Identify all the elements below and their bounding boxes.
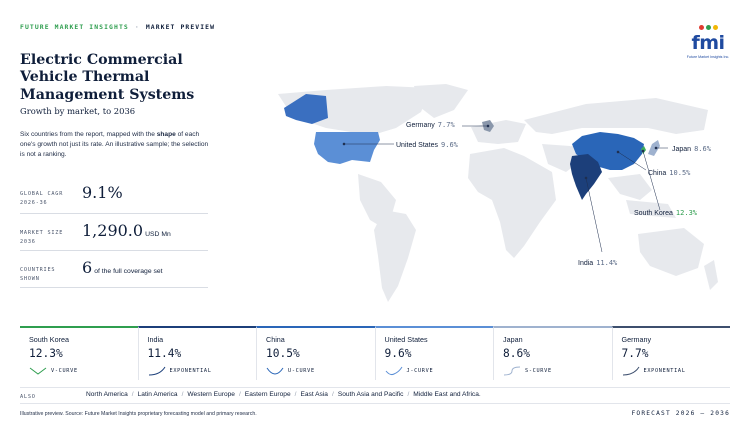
card-country: China [266, 335, 285, 344]
world-map: Germany 7.7% United States 9.6% Japan 8.6% … [278, 84, 718, 302]
card-curve-type: EXPONENTIAL [643, 368, 686, 374]
page-subtitle: Growth by market, to 2036 [20, 106, 136, 116]
card-value: 8.6% [503, 347, 530, 360]
card-south-korea[interactable]: South Korea 12.3% V-CURVE [20, 326, 138, 380]
united-states-shape[interactable] [314, 132, 380, 164]
region-link[interactable]: South Asia and Pacific [337, 391, 404, 398]
stat-global-cagr: GLOBAL CAGR 2026-36 9.1% [20, 177, 208, 214]
header-bar: FUTURE MARKET INSIGHTS · MARKET PREVIEW [20, 23, 215, 31]
v-curve-icon [29, 367, 47, 375]
stat-unit: USD Mn [145, 231, 171, 238]
alaska-shape[interactable] [284, 94, 328, 124]
stat-value: 6 of the full coverage set [82, 258, 163, 277]
also-regions-bar: ALSO North America / Latin America / Western… [20, 387, 730, 404]
u-curve-icon [266, 367, 284, 375]
exponential-curve-icon [148, 366, 165, 376]
fmi-logo[interactable]: fmi Future Market Insights Inc. [686, 15, 730, 59]
card-country: United States [384, 335, 428, 344]
card-curve-type: U-CURVE [288, 368, 315, 374]
card-china[interactable]: China 10.5% U-CURVE [256, 326, 375, 380]
map-label-south-korea[interactable]: South Korea 12.3% [634, 209, 698, 217]
region-link[interactable]: Western Europe [187, 391, 235, 398]
section-name: MARKET PREVIEW [145, 23, 216, 31]
j-curve-icon [385, 366, 402, 376]
map-label-germany[interactable]: Germany 7.7% [406, 121, 455, 129]
card-country: South Korea [29, 335, 69, 344]
card-curve-type: J-CURVE [406, 368, 434, 374]
map-label-china[interactable]: China 10.5% [648, 169, 691, 177]
stat-unit: of the full coverage set [94, 268, 163, 275]
card-country: Germany [621, 335, 652, 344]
region-link[interactable]: North America [86, 391, 128, 398]
logo-dots [698, 13, 719, 35]
logo-tagline: Future Market Insights Inc. [686, 55, 730, 59]
card-germany[interactable]: Germany 7.7% EXPONENTIAL [611, 326, 730, 380]
logo-mark: fmi [686, 15, 730, 53]
page-title: Electric Commercial Vehicle Thermal Mana… [20, 52, 195, 103]
card-india[interactable]: India 11.4% EXPONENTIAL [137, 326, 256, 380]
stat-label: MARKET SIZE 2036 [20, 230, 64, 245]
also-region-list: North America / Latin America / Western Euro… [86, 391, 481, 398]
map-label-india[interactable]: India 11.4% [578, 259, 618, 267]
leader-lines [342, 124, 668, 253]
card-curve-type: S-CURVE [525, 368, 552, 374]
country-cards: South Korea 12.3% V-CURVE India 11.4% EX… [20, 326, 730, 380]
stat-label: COUNTRIES SHOWN [20, 267, 56, 282]
region-link[interactable]: East Asia [300, 391, 328, 398]
card-value: 7.7% [621, 347, 649, 360]
card-value: 10.5% [266, 347, 300, 360]
logo-text: fmi [691, 32, 725, 54]
map-label-japan[interactable]: Japan 8.6% [672, 145, 712, 153]
region-link[interactable]: Latin America [137, 391, 178, 398]
region-link[interactable]: Middle East and Africa. [413, 391, 481, 398]
map-labels: Germany 7.7% United States 9.6% Japan 8.6% … [396, 121, 712, 267]
card-united-states[interactable]: United States 9.6% J-CURVE [374, 326, 493, 380]
japan-shape[interactable] [648, 140, 660, 156]
header-separator: · [134, 23, 140, 31]
exponential-curve-icon [622, 366, 639, 376]
s-curve-icon [503, 366, 521, 376]
description: Six countries from the report, mapped wi… [20, 131, 209, 158]
stat-value: 1,290.0 USD Mn [82, 221, 171, 240]
card-value: 9.6% [384, 347, 412, 360]
card-japan[interactable]: Japan 8.6% S-CURVE [493, 326, 612, 380]
card-curve-type: EXPONENTIAL [169, 368, 212, 374]
stat-label: GLOBAL CAGR 2026-36 [20, 191, 64, 206]
stat-countries: COUNTRIES SHOWN 6 of the full coverage set [20, 251, 208, 288]
card-curve-type: V-CURVE [51, 368, 78, 374]
card-value: 12.3% [29, 347, 63, 360]
region-link[interactable]: Eastern Europe [244, 391, 291, 398]
brand-name[interactable]: FUTURE MARKET INSIGHTS [20, 23, 129, 31]
card-country: India [147, 335, 164, 344]
card-country: Japan [503, 335, 523, 344]
stat-value: 9.1% [82, 183, 123, 202]
stats-panel: GLOBAL CAGR 2026-36 9.1% MARKET SIZE 2036 … [20, 177, 208, 288]
card-value: 11.4% [147, 347, 182, 360]
footer-note: Illustrative preview. Source: Future Mar… [20, 411, 257, 417]
also-label: ALSO [20, 394, 36, 400]
stat-market-size: MARKET SIZE 2036 1,290.0 USD Mn [20, 214, 208, 251]
forecast-range: FORECAST 2026 – 2036 [631, 410, 730, 417]
land-base [278, 84, 718, 302]
map-label-united-states[interactable]: United States 9.6% [396, 141, 459, 149]
